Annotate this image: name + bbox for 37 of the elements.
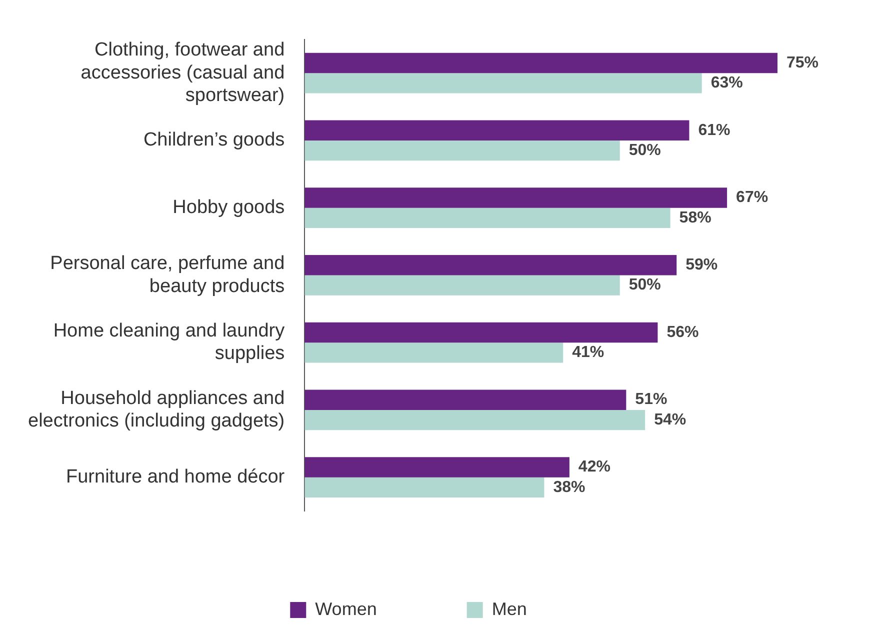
data-label: 63% <box>710 74 743 92</box>
data-label: 58% <box>679 209 712 226</box>
y-tick-label: Hobby goods <box>172 197 285 218</box>
y-tick-label: Clothing, footwear and accessories (casual and sportswear) <box>80 40 285 106</box>
data-label: 41% <box>572 344 604 362</box>
legend-label: Men <box>492 598 527 619</box>
bar <box>304 457 570 478</box>
bar <box>304 208 670 228</box>
bar <box>304 120 690 140</box>
data-label: 59% <box>686 256 718 274</box>
data-label: 54% <box>654 411 686 428</box>
bar <box>304 322 658 343</box>
y-tick-label: Home cleaning and laundry supplies <box>53 320 286 364</box>
bar <box>304 477 544 498</box>
data-label: 51% <box>635 391 668 408</box>
data-label: 56% <box>666 324 699 341</box>
y-tick-label: Furniture and home décor <box>66 466 286 488</box>
data-label: 38% <box>553 478 586 496</box>
data-label: 50% <box>628 276 661 294</box>
legend-label: Women <box>315 598 377 619</box>
data-label: 61% <box>698 122 730 139</box>
data-label: 50% <box>628 142 661 159</box>
y-tick-label: Children’s goods <box>143 130 285 151</box>
bar <box>304 390 626 410</box>
bar <box>304 52 778 74</box>
bar <box>304 342 564 363</box>
y-tick-label: Household appliances and electronics (including gadgets) <box>28 388 285 432</box>
bar <box>304 140 620 161</box>
bar <box>304 73 702 94</box>
bar <box>304 275 620 296</box>
bar <box>304 188 728 208</box>
y-tick-label: Personal care, perfume and beauty products <box>50 253 285 297</box>
data-label: 75% <box>786 54 819 72</box>
data-label: 67% <box>736 189 768 206</box>
bar <box>304 254 677 276</box>
data-label: 42% <box>578 458 610 476</box>
bar <box>304 410 646 430</box>
